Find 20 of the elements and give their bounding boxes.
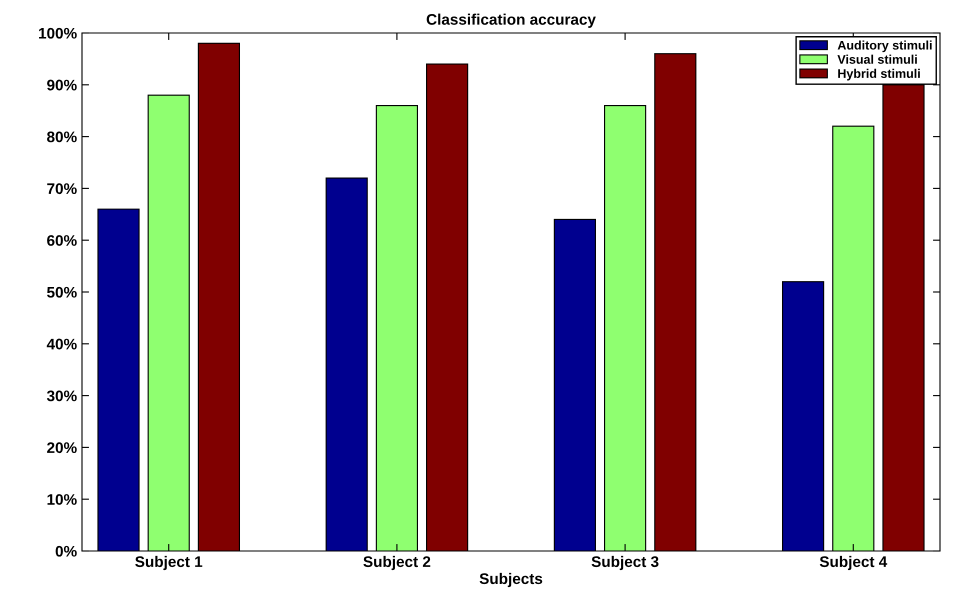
x-tick-label: Subject 4	[820, 556, 888, 570]
x-tick-label: Subject 1	[135, 556, 202, 570]
x-tick-label: Subject 2	[363, 556, 430, 570]
x-tick-label: Subject 3	[592, 556, 659, 570]
chart-title: Classification accuracy	[426, 14, 596, 28]
x-axis-title: Subjects	[480, 572, 542, 588]
legend-label: Visual stimuli	[837, 54, 917, 64]
legend-label: Hybrid stimuli	[838, 68, 920, 80]
y-tick-label: 30%	[46, 390, 77, 402]
y-tick-label: 100%	[39, 28, 77, 39]
y-tick-label: 60%	[47, 235, 77, 246]
y-tick-label: 20%	[47, 442, 77, 454]
y-tick-label: 80%	[47, 131, 77, 142]
y-tick-label: 90%	[47, 80, 77, 90]
y-tick-label: 70%	[47, 183, 77, 194]
y-tick-label: 10%	[48, 494, 77, 505]
y-tick-label: 40%	[46, 338, 77, 350]
y-tick-label: 0%	[56, 546, 77, 557]
y-tick-label: 50%	[47, 286, 77, 298]
legend-label: Auditory stimuli	[838, 40, 932, 52]
